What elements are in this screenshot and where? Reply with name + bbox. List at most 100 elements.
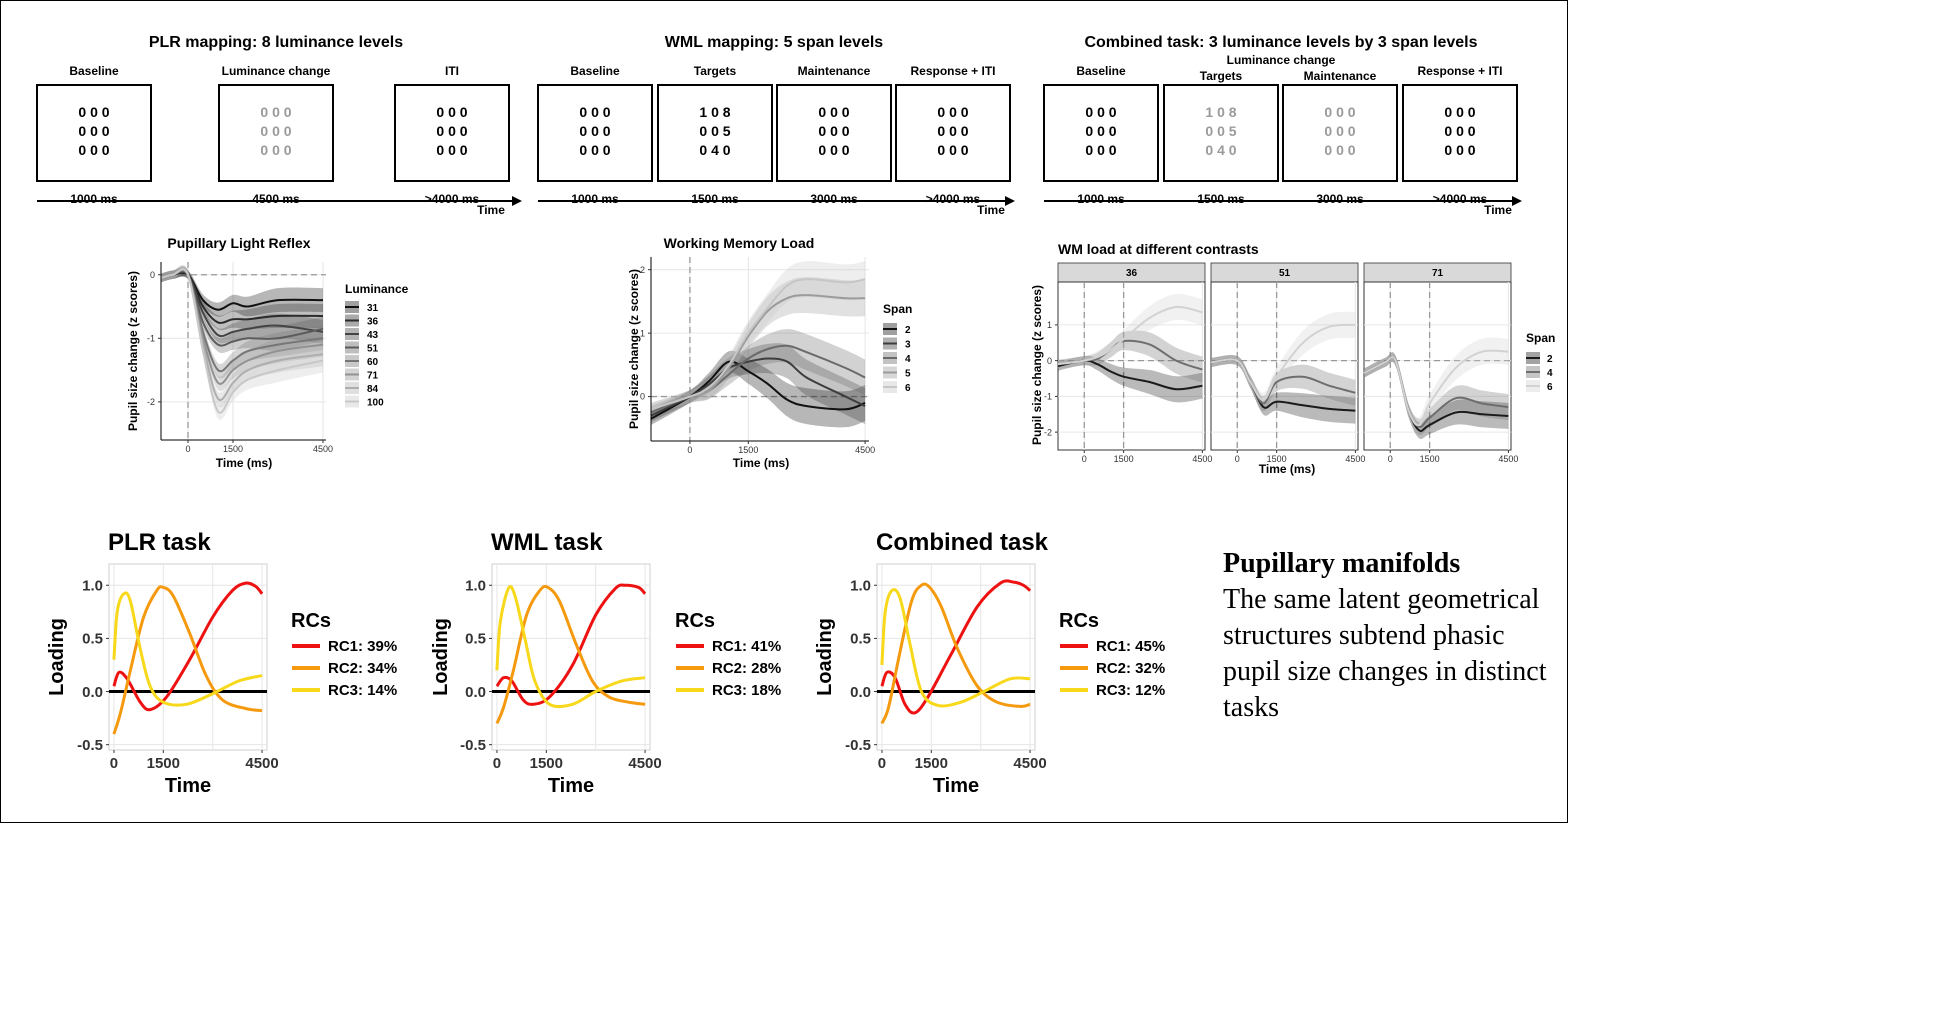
legend-title: Span — [1526, 331, 1555, 345]
x-axis-label: Time (ms) — [733, 456, 789, 470]
facet-36: 1 0 -1 -2 0 1500 4500 — [1044, 281, 1212, 464]
digit-row: 0 0 0 — [937, 123, 968, 139]
confidence-band — [161, 266, 323, 354]
plot-panel — [491, 563, 651, 751]
y-tick-label: 2 — [640, 265, 645, 275]
y-tick-label: 0.5 — [465, 631, 486, 648]
legend-label: RC3: 18% — [712, 682, 781, 699]
screen-label: ITI — [445, 64, 459, 78]
y-tick-label: 1.0 — [850, 578, 871, 595]
y-tick-label: -0.5 — [460, 737, 486, 754]
time-label: Time — [477, 203, 505, 217]
confidence-band — [161, 268, 323, 317]
screen-box — [218, 84, 334, 182]
screen-label: Maintenance — [1304, 69, 1377, 83]
legend-label: 4 — [1547, 368, 1553, 379]
screen-duration: 1500 ms — [1197, 192, 1245, 206]
confidence-band — [651, 277, 866, 416]
y-axis-label: Loading — [814, 618, 836, 696]
x-tick-label: 0 — [185, 444, 190, 454]
y-tick-label: -1 — [147, 333, 155, 343]
legend-label: 60 — [367, 357, 379, 368]
series-line — [650, 294, 866, 411]
y-tick-label: 0 — [150, 270, 155, 280]
summary-title: Pupillary manifolds — [1223, 548, 1461, 579]
legend-label: 3 — [905, 340, 911, 351]
legend-label: RC2: 28% — [712, 660, 781, 677]
legend-label: 36 — [367, 317, 379, 328]
series-line — [495, 585, 646, 709]
digit-row: 0 0 0 — [579, 123, 610, 139]
confidence-band — [651, 261, 866, 416]
x-axis-label: Time — [933, 775, 979, 797]
legend-label: 6 — [905, 383, 911, 394]
screen-label: Baseline — [1076, 64, 1126, 78]
series-line — [1363, 349, 1509, 427]
x-tick-label: 4500 — [1013, 755, 1046, 772]
digit-row: 0 0 0 — [1085, 123, 1116, 139]
y-tick-label: 0.0 — [82, 684, 103, 701]
legend-label: RC3: 14% — [328, 682, 397, 699]
series-line — [880, 582, 1031, 725]
digit-row: 0 0 0 — [436, 104, 467, 120]
chart-title: PLR task — [108, 529, 211, 556]
legend-title: Span — [883, 302, 912, 316]
plot-panel — [108, 563, 268, 751]
span-label: Luminance change — [1227, 53, 1336, 67]
legend-label: RC3: 12% — [1096, 682, 1165, 699]
time-arrow — [1512, 196, 1522, 206]
plr_rc: 1.0 0.5 0.0 -0.5 0 1500 4500 PLR task Time Loadin… — [46, 529, 397, 797]
screen-label: Targets — [694, 64, 737, 78]
legend-title: RCs — [291, 610, 331, 632]
combined_chart: WM load at different contrasts Pupil size… — [1030, 241, 1555, 476]
y-axis-label: Pupil size change (z scores) — [1030, 285, 1044, 445]
digit-row: 0 0 0 — [78, 104, 109, 120]
series-line — [650, 357, 866, 417]
digit-row: 0 0 0 — [260, 104, 291, 120]
y-tick-label: 1.0 — [465, 578, 486, 595]
x-tick-label: 4500 — [628, 755, 661, 772]
digit-row: 0 0 0 — [579, 104, 610, 120]
time-label: Time — [977, 203, 1005, 217]
legend-label: 100 — [367, 398, 384, 409]
facet-51: 0 1500 4500 — [1210, 281, 1365, 464]
figure-canvas: PLR mapping: 8 luminance levels Baseline 0… — [36, 34, 1555, 797]
screen-duration: >4000 ms — [425, 192, 480, 206]
legend-title: RCs — [1059, 610, 1099, 632]
legend-label: RC2: 32% — [1096, 660, 1165, 677]
confidence-band — [651, 329, 866, 419]
confidence-band — [1058, 293, 1203, 369]
y-tick-label: 0.0 — [850, 684, 871, 701]
plot-panel — [1363, 281, 1512, 451]
screen-duration: 1000 ms — [1077, 192, 1125, 206]
digit-row: 0 4 0 — [699, 142, 730, 158]
x-tick-label: 0 — [110, 755, 118, 772]
series-line — [650, 360, 866, 420]
facet-71: 0 1500 4500 — [1363, 281, 1518, 464]
digit-row: 0 0 0 — [818, 123, 849, 139]
legend-label: 71 — [367, 371, 379, 382]
chart-title: Pupillary Light Reflex — [167, 235, 310, 251]
chart-title: Working Memory Load — [664, 235, 815, 251]
digit-row: 0 0 0 — [579, 142, 610, 158]
schematic-wml: WML mapping: 5 span levels Baseline 0 0 0 0… — [537, 34, 1015, 217]
x-tick-label: 4500 — [1498, 454, 1518, 464]
x-tick-label: 0 — [1388, 454, 1393, 464]
digit-row: 0 0 0 — [1324, 104, 1355, 120]
y-axis-label: Pupil size change (z scores) — [126, 271, 140, 431]
x-tick-label: 1500 — [223, 444, 243, 454]
series-line — [1057, 305, 1203, 366]
screen-label: Baseline — [69, 64, 119, 78]
confidence-band — [1211, 355, 1356, 412]
digit-row: 0 0 5 — [699, 123, 730, 139]
legend-label: 5 — [905, 369, 911, 380]
screen-label: Maintenance — [798, 64, 871, 78]
y-tick-label: 1 — [1047, 320, 1052, 330]
screen-box — [1043, 84, 1159, 182]
digit-row: 0 0 0 — [937, 142, 968, 158]
digit-row: 0 0 0 — [1444, 104, 1475, 120]
facet-label: 71 — [1432, 268, 1444, 279]
figure: PLR mapping: 8 luminance levels Baseline 0… — [0, 0, 1568, 823]
digit-row: 0 4 0 — [1205, 142, 1236, 158]
time-arrow — [512, 196, 522, 206]
